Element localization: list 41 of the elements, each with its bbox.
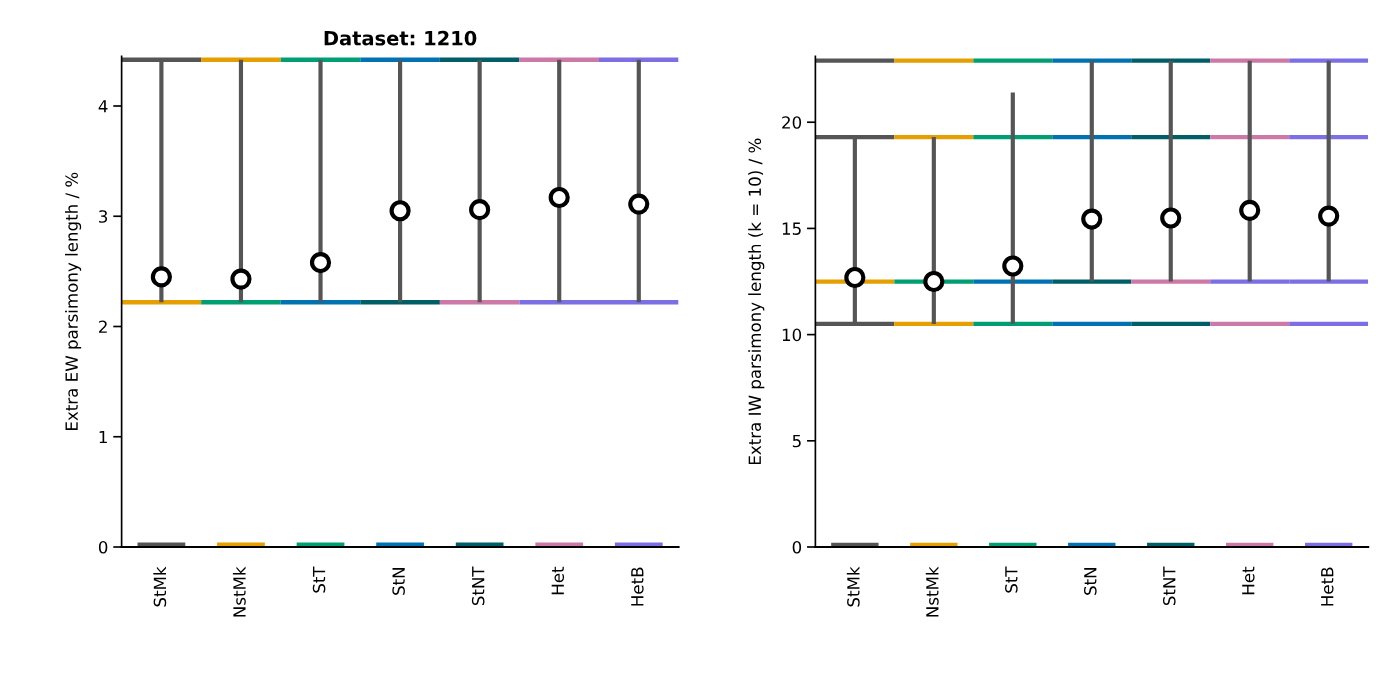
- point: [1160, 207, 1182, 229]
- x-tick-label: NstMk: [232, 566, 246, 617]
- y-tick-label: 0: [792, 540, 802, 554]
- y-tick-label: 20: [782, 116, 802, 129]
- point: [150, 266, 172, 288]
- point: [230, 268, 252, 290]
- point: [628, 193, 650, 215]
- point: [309, 251, 332, 274]
- x-tick-label: StT: [312, 566, 326, 593]
- y-tick-label: 5: [792, 434, 801, 448]
- y-tick-label: 10: [782, 328, 802, 342]
- point: [844, 266, 866, 289]
- x-tick-label: StT: [1005, 566, 1018, 593]
- x-tick-label: Het: [551, 566, 565, 595]
- x-tick-label: StNT: [471, 566, 485, 606]
- point: [469, 199, 491, 221]
- x-tick-label: StMk: [153, 566, 167, 607]
- y-tick-label: 4: [98, 100, 108, 113]
- x-tick-label: StN: [1084, 568, 1097, 595]
- point: [1239, 199, 1261, 221]
- y-axis-title: Extra EW parsimony length / %: [65, 172, 82, 430]
- y-tick-label: 2: [99, 320, 107, 333]
- x-tick-label: NstMk: [925, 566, 939, 617]
- point: [1002, 255, 1024, 277]
- point: [1081, 208, 1103, 230]
- point: [923, 270, 945, 293]
- x-tick-label: StNT: [1162, 566, 1176, 606]
- y-tick-label: 3: [99, 210, 108, 223]
- y-tick-label: 1: [99, 430, 107, 444]
- y-axis-title: Extra IW parsimony length (k = 10) / %: [748, 138, 765, 465]
- x-tick-label: HetB: [1321, 567, 1334, 606]
- point: [389, 200, 411, 222]
- x-tick-label: StMk: [846, 566, 860, 607]
- x-tick-label: Het: [1242, 566, 1255, 595]
- y-tick-label: 15: [782, 222, 801, 235]
- point: [548, 186, 570, 209]
- x-tick-label: HetB: [631, 567, 644, 606]
- point: [1318, 205, 1340, 227]
- x-tick-label: StN: [392, 568, 405, 595]
- chart-title: Dataset: 1210: [324, 30, 477, 46]
- y-tick-label: 0: [98, 540, 108, 554]
